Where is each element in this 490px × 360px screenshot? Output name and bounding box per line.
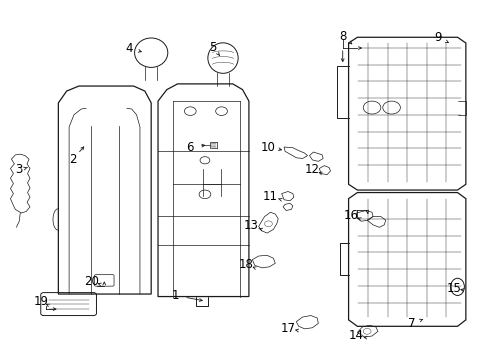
Text: 3: 3 <box>16 163 23 176</box>
Text: 7: 7 <box>408 317 416 330</box>
Text: 14: 14 <box>349 329 364 342</box>
Text: 11: 11 <box>263 190 278 203</box>
Text: 13: 13 <box>244 219 258 233</box>
Text: 2: 2 <box>69 153 77 166</box>
Text: 16: 16 <box>344 209 359 222</box>
Text: 9: 9 <box>434 31 442 44</box>
Text: 15: 15 <box>447 282 462 295</box>
Text: 4: 4 <box>125 41 132 54</box>
Text: 18: 18 <box>239 258 253 271</box>
Text: 12: 12 <box>305 163 320 176</box>
Text: 20: 20 <box>84 275 98 288</box>
Text: 1: 1 <box>172 289 179 302</box>
Text: 8: 8 <box>339 30 346 43</box>
Text: 19: 19 <box>33 295 48 308</box>
Text: 17: 17 <box>280 322 295 335</box>
Text: 5: 5 <box>210 41 217 54</box>
Text: 10: 10 <box>261 140 276 153</box>
Text: 6: 6 <box>187 140 194 153</box>
